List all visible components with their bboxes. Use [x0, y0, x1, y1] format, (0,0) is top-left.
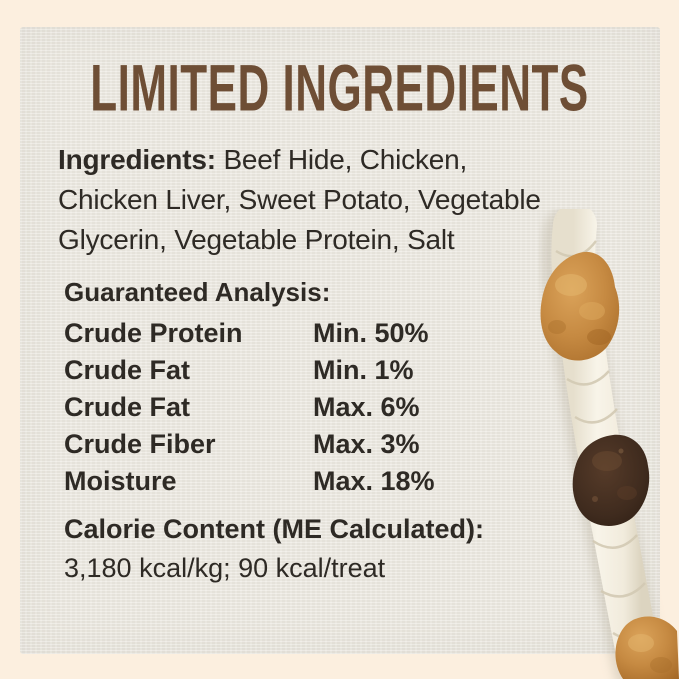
rawhide-twist-treat-photo — [540, 209, 679, 679]
nutrient-value: Max. 6% — [313, 392, 420, 422]
ingredients-paragraph: Ingredients: Beef Hide, Chicken, Chicken… — [58, 140, 560, 260]
ingredients-label: Ingredients: — [58, 144, 216, 175]
guaranteed-analysis-table: Crude Protein Min. 50% Crude Fat Min. 1%… — [64, 315, 494, 500]
nutrient-name: Crude Fat — [64, 355, 191, 385]
table-row: Crude Fat Max. 6% — [64, 389, 494, 426]
table-row: Moisture Max. 18% — [64, 463, 494, 500]
nutrient-value: Min. 50% — [313, 318, 429, 348]
page-title: LIMITED INGREDIENTS — [90, 52, 589, 126]
nutrient-value: Min. 1% — [313, 355, 414, 385]
ingredients-text: Beef Hide, Chicken, Chicken Liver, Sweet… — [58, 144, 541, 255]
nutrient-name: Moisture — [64, 466, 177, 496]
nutrient-name: Crude Protein — [64, 318, 243, 348]
calorie-content-heading: Calorie Content (ME Calculated): — [64, 514, 485, 544]
table-row: Crude Fat Min. 1% — [64, 352, 494, 389]
guaranteed-analysis-heading: Guaranteed Analysis: — [64, 277, 331, 307]
table-row: Crude Fiber Max. 3% — [64, 426, 494, 463]
calorie-content-value: 3,180 kcal/kg; 90 kcal/treat — [64, 553, 386, 583]
nutrient-name: Crude Fiber — [64, 429, 216, 459]
chicken-wrap-upper — [540, 251, 620, 361]
liver-wrap — [572, 434, 650, 526]
chicken-wrap-lower — [615, 616, 679, 679]
nutrient-value: Max. 18% — [313, 466, 435, 496]
nutrient-name: Crude Fat — [64, 392, 191, 422]
nutrient-value: Max. 3% — [313, 429, 420, 459]
table-row: Crude Protein Min. 50% — [64, 315, 494, 352]
